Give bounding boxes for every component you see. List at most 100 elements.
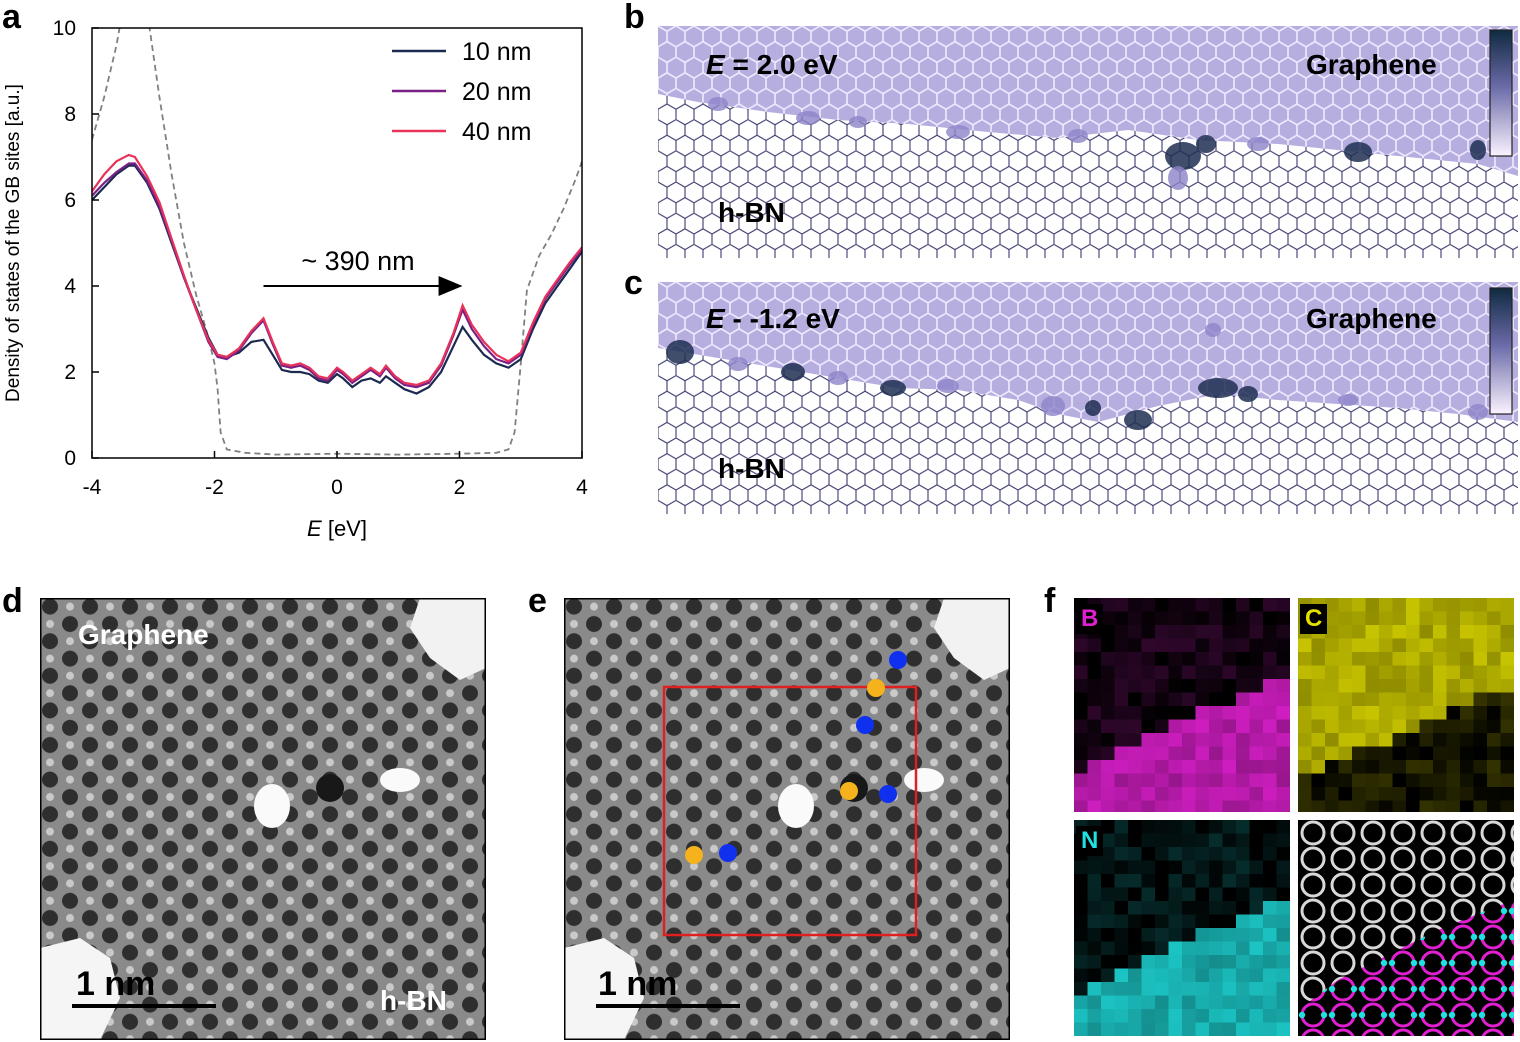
eels-pixel — [1392, 733, 1407, 747]
eels-pixel — [1500, 665, 1514, 680]
eels-pixel — [1209, 847, 1223, 861]
eels-pixel — [1263, 820, 1277, 834]
eels-pixel — [1087, 719, 1102, 734]
eels-pixel — [1087, 760, 1102, 774]
eels-pixel — [1128, 652, 1142, 666]
eels-pixel — [1249, 874, 1264, 888]
eels-pixel — [1141, 625, 1156, 639]
eels-pixel — [1141, 955, 1156, 969]
eels-pixel — [1236, 860, 1250, 875]
eels-pixel — [1182, 625, 1196, 639]
eels-pixel — [1276, 598, 1290, 612]
eels-pixel — [1101, 968, 1115, 983]
eels-pixel — [1087, 692, 1102, 707]
eels-pixel — [1114, 982, 1129, 996]
eels-pixel — [1392, 773, 1407, 788]
eels-pixel — [1325, 733, 1339, 747]
eels-pixel — [1074, 719, 1088, 734]
eels-pixel — [1298, 652, 1312, 666]
eels-pixel — [1128, 760, 1142, 774]
eels-pixel — [1141, 941, 1156, 956]
eels-pixel — [1352, 625, 1366, 639]
eels-pixel — [1101, 665, 1115, 680]
eels-pixel — [1195, 773, 1210, 788]
eels-pixel — [1311, 638, 1326, 653]
eels-pixel — [1249, 847, 1264, 861]
eels-pixel — [1276, 941, 1290, 956]
eels-pixel — [1365, 598, 1380, 612]
eels-pixel — [1311, 800, 1326, 812]
eels-pixel — [1141, 914, 1156, 929]
eels-pixel — [1101, 928, 1115, 942]
eels-pixel — [1209, 955, 1223, 969]
eels-pixel — [1460, 665, 1474, 680]
eels-pixel — [1446, 760, 1461, 774]
eels-pixel — [1141, 652, 1156, 666]
eels-pixel — [1365, 760, 1380, 774]
eels-pixel — [1379, 760, 1393, 774]
eels-pixel — [1236, 968, 1250, 983]
eels-pixel — [1182, 1022, 1196, 1036]
eels-pixel — [1249, 901, 1264, 915]
eels-pixel — [1249, 800, 1264, 812]
eels-pixel — [1352, 638, 1366, 653]
eels-pixel — [1101, 860, 1115, 875]
eels-pixel — [1195, 652, 1210, 666]
eels-pixel — [1195, 1022, 1210, 1036]
eels-pixel — [1298, 800, 1312, 812]
eels-pixel — [1155, 860, 1169, 875]
eels-pixel — [1276, 1009, 1290, 1023]
eels-pixel — [1338, 733, 1353, 747]
eels-pixel — [1141, 679, 1156, 693]
panel-d-scale-label: 1 nm — [76, 965, 156, 1003]
eels-pixel — [1114, 746, 1129, 761]
eels-pixel — [1419, 706, 1434, 720]
eels-pixel — [1298, 719, 1312, 734]
eels-pixel — [1141, 874, 1156, 888]
eels-map-boron — [1074, 598, 1290, 812]
eels-pixel — [1276, 719, 1290, 734]
eels-pixel — [1276, 652, 1290, 666]
eels-pixel — [1128, 746, 1142, 761]
eels-pixel — [1460, 773, 1474, 788]
eels-pixel — [1446, 800, 1461, 812]
eels-pixel — [1087, 955, 1102, 969]
eels-pixel — [1487, 611, 1501, 626]
eels-pixel — [1338, 625, 1353, 639]
eels-pixel — [1419, 719, 1434, 734]
eels-pixel — [1222, 995, 1237, 1010]
eels-pixel — [1446, 665, 1461, 680]
eels-pixel — [1236, 598, 1250, 612]
eels-pixel — [1087, 679, 1102, 693]
eels-pixel — [1298, 638, 1312, 653]
eels-pixel — [1249, 625, 1264, 639]
eels-pixel — [1195, 692, 1210, 707]
eels-pixel — [1249, 820, 1264, 834]
eels-pixel — [1182, 982, 1196, 996]
eels-pixel — [1087, 941, 1102, 956]
eels-pixel — [1195, 941, 1210, 956]
eels-pixel — [1195, 800, 1210, 812]
eels-pixel — [1236, 625, 1250, 639]
y-tick-label: 10 — [53, 17, 76, 40]
eels-pixel — [1195, 638, 1210, 653]
eels-pixel — [1155, 679, 1169, 693]
eels-pixel — [1352, 787, 1366, 801]
panel-b-letter: b — [624, 0, 645, 36]
eels-pixel — [1352, 733, 1366, 747]
eels-pixel — [1500, 706, 1514, 720]
eels-pixel — [1168, 692, 1183, 707]
eels-pixel — [1433, 719, 1447, 734]
eels-pixel — [1087, 746, 1102, 761]
eels-pixel — [1222, 1009, 1237, 1023]
eels-pixel — [1433, 706, 1447, 720]
panel-b-hbn-label: h-BN — [718, 197, 785, 228]
eels-pixel — [1101, 955, 1115, 969]
panel-c-energy: E - -1.2 eV — [706, 304, 840, 334]
eels-pixel — [1114, 1022, 1129, 1036]
eels-pixel — [1236, 652, 1250, 666]
eels-pixel — [1182, 787, 1196, 801]
eels-pixel — [1298, 746, 1312, 761]
legend-label: 20 nm — [462, 78, 531, 106]
eels-pixel — [1236, 800, 1250, 812]
